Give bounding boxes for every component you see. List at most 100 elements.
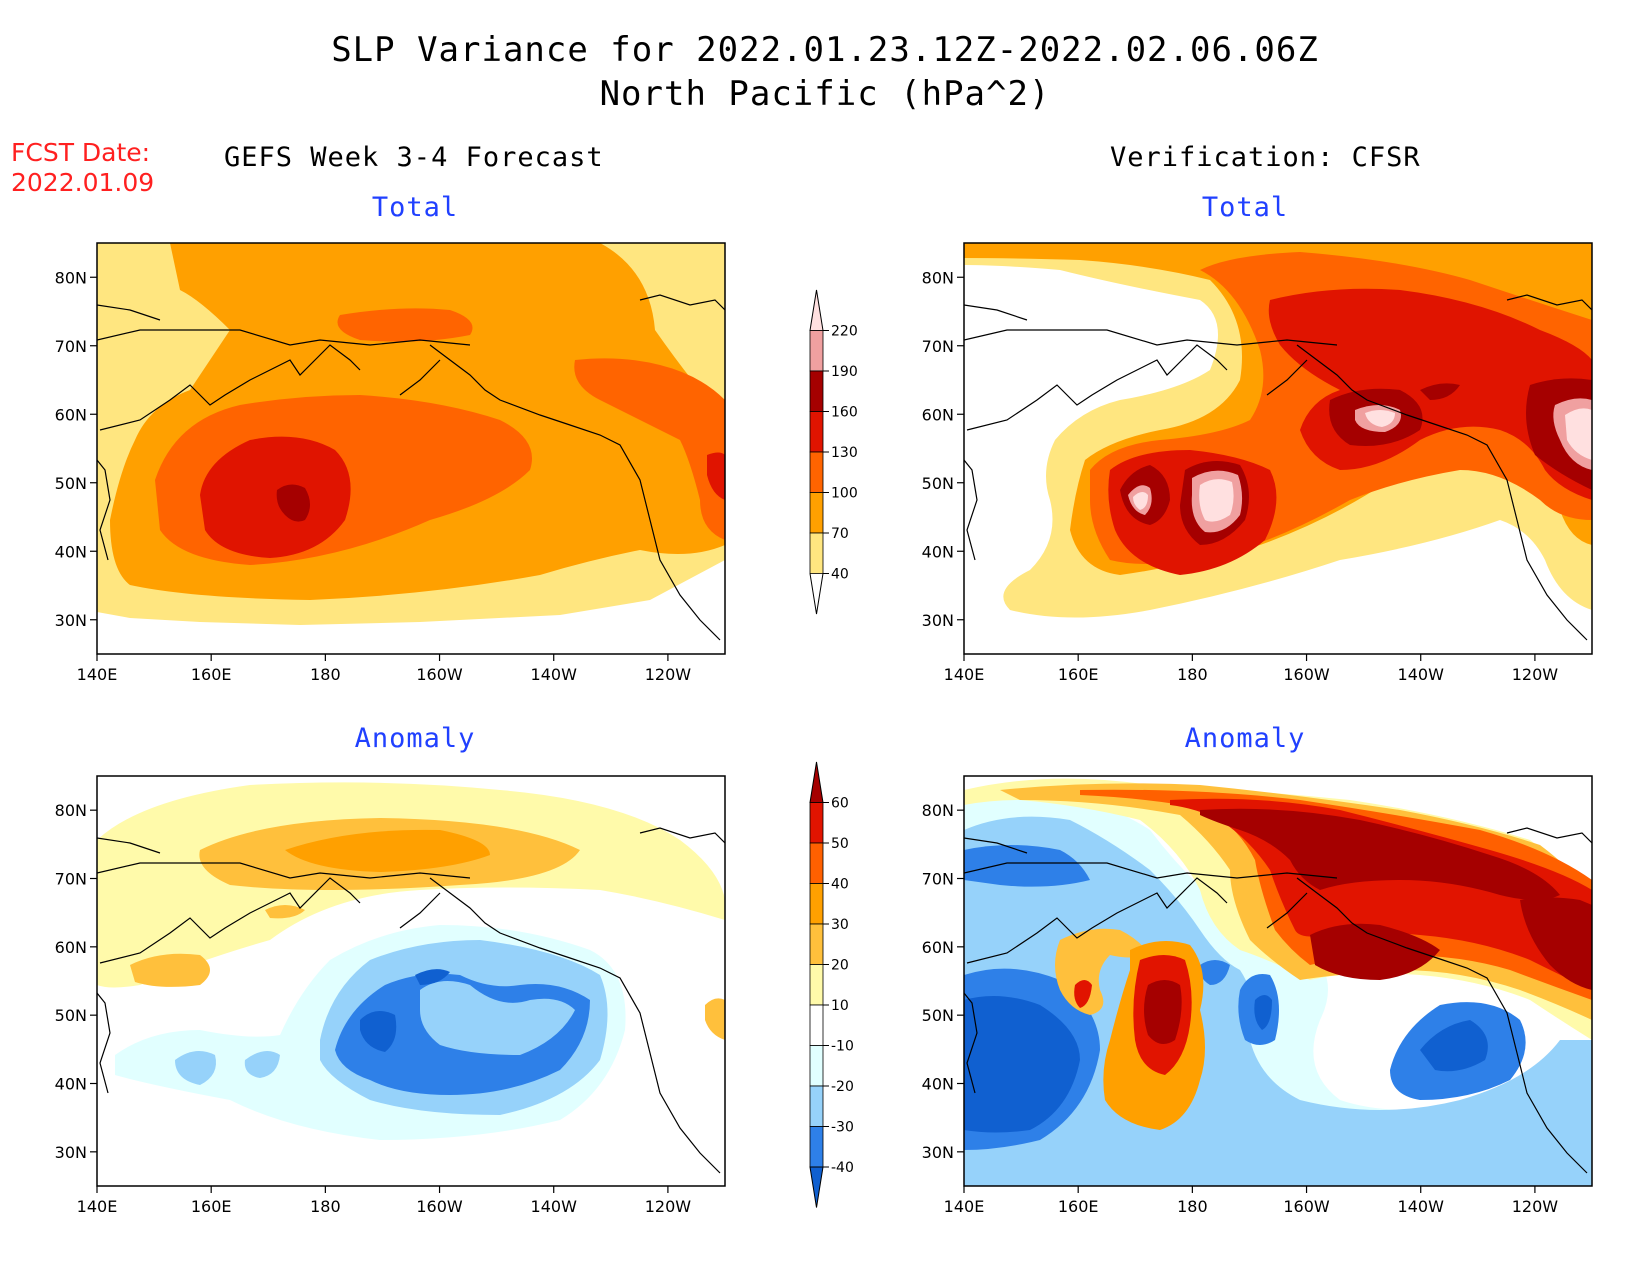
lon-tick-label: 140E <box>77 1197 118 1216</box>
colorbar-label: -10 <box>831 1039 854 1055</box>
colorbar-extend-max <box>809 289 824 331</box>
lat-tick-label: 60N <box>922 405 954 424</box>
colorbar-swatch <box>809 451 824 493</box>
colorbar-swatch <box>809 923 824 965</box>
colorbar-label: 60 <box>831 796 849 812</box>
chart-subtitle: North Pacific (hPa^2) <box>599 74 1051 114</box>
colorbar-extend-min <box>809 573 824 615</box>
lon-tick-label: 160W <box>1283 1197 1330 1216</box>
lat-tick-label: 30N <box>55 1143 87 1162</box>
lat-tick-label: 30N <box>922 611 954 630</box>
colorbar-swatch <box>809 370 824 412</box>
cfsr-total-axes: 140E 160E 180 160W 140W 120W 30N 40N 50N 60N 70N 80… <box>922 268 1559 684</box>
cfsr-anomaly-contours <box>964 776 1592 1186</box>
lon-tick-label: 160E <box>1058 665 1099 684</box>
colorbar-label: 100 <box>831 486 858 502</box>
lat-tick-label: 30N <box>55 611 87 630</box>
colorbar-label: -20 <box>831 1079 854 1095</box>
lon-tick-label: 160E <box>191 1197 232 1216</box>
lon-tick-label: 140W <box>1398 1197 1445 1216</box>
colorbar-swatch <box>809 802 824 844</box>
anomaly-colorbar: 60 50 40 30 20 10 -10 -20 -30 -40 <box>809 761 854 1208</box>
colorbar-swatch <box>809 842 824 884</box>
fcst-date-label: FCST Date: <box>11 138 151 167</box>
colorbar-label: -30 <box>831 1120 854 1136</box>
lon-tick-label: 180 <box>1177 665 1208 684</box>
lat-tick-label: 50N <box>55 474 87 493</box>
colorbar-swatch <box>809 1126 824 1168</box>
lat-tick-label: 60N <box>922 938 954 957</box>
colorbar-swatch <box>809 532 824 574</box>
colorbar-extend-min <box>809 1166 824 1208</box>
lat-tick-label: 30N <box>922 1143 954 1162</box>
cfsr-column-heading: Verification: CFSR <box>1110 142 1421 173</box>
cfsr-anomaly-map: 140E 160E 180 160W 140W 120W 30N 40N 50N 60N 70N 80… <box>922 775 1593 1216</box>
lat-tick-label: 80N <box>922 268 954 287</box>
lon-tick-label: 140E <box>77 665 118 684</box>
colorbar-label: 220 <box>831 324 858 340</box>
colorbar-extend-max <box>809 761 824 803</box>
colorbar-swatch <box>809 1085 824 1127</box>
colorbar-label: 10 <box>831 998 849 1014</box>
gefs-column-heading: GEFS Week 3-4 Forecast <box>224 142 604 173</box>
colorbar-label: 20 <box>831 958 849 974</box>
lon-tick-label: 120W <box>645 1197 692 1216</box>
colorbar-label: 130 <box>831 445 858 461</box>
lon-tick-label: 120W <box>645 665 692 684</box>
colorbar-label: -40 <box>831 1160 854 1176</box>
colorbar-swatch <box>809 964 824 1006</box>
cfsr-anomaly-axes: 140E 160E 180 160W 140W 120W 30N 40N 50N 60N 70N 80… <box>922 801 1559 1216</box>
lon-tick-label: 120W <box>1512 1197 1559 1216</box>
gefs-total-contours <box>97 243 725 654</box>
colorbar-label: 50 <box>831 836 849 852</box>
total-colorbar: 220 190 160 130 100 70 40 <box>809 289 858 615</box>
gefs-total-map: 140E 160E 180 160W 140W 120W 30N 40N 50N 60N 70N 80… <box>55 242 726 684</box>
colorbar-label: 70 <box>831 526 849 542</box>
lon-tick-label: 140W <box>1398 665 1445 684</box>
lat-tick-label: 40N <box>55 542 87 561</box>
lat-tick-label: 80N <box>55 801 87 820</box>
lon-tick-label: 140E <box>944 1197 985 1216</box>
lon-tick-label: 160W <box>416 1197 463 1216</box>
colorbar-label: 30 <box>831 917 849 933</box>
lat-tick-label: 60N <box>55 405 87 424</box>
lon-tick-label: 160E <box>191 665 232 684</box>
colorbar-swatch <box>809 411 824 453</box>
lon-tick-label: 160E <box>1058 1197 1099 1216</box>
lon-tick-label: 140E <box>944 665 985 684</box>
lon-tick-label: 120W <box>1512 665 1559 684</box>
cfsr-total-contours <box>964 243 1592 654</box>
cfsr-anomaly-title: Anomaly <box>1184 723 1306 754</box>
lon-tick-label: 160W <box>1283 665 1330 684</box>
lon-tick-label: 180 <box>1177 1197 1208 1216</box>
gefs-anomaly-title: Anomaly <box>354 723 476 754</box>
colorbar-swatch <box>809 492 824 534</box>
colorbar-swatch <box>809 1045 824 1087</box>
lat-tick-label: 50N <box>922 474 954 493</box>
lat-tick-label: 70N <box>922 870 954 889</box>
colorbar-swatch <box>809 883 824 925</box>
cfsr-total-title: Total <box>1201 192 1289 223</box>
lat-tick-label: 40N <box>922 542 954 561</box>
fcst-date-value: 2022.01.09 <box>11 168 155 197</box>
colorbar-swatch <box>809 1004 824 1046</box>
lat-tick-label: 80N <box>922 801 954 820</box>
chart-title: SLP Variance for 2022.01.23.12Z-2022.02.… <box>331 30 1319 70</box>
lat-tick-label: 70N <box>55 337 87 356</box>
lat-tick-label: 50N <box>55 1006 87 1025</box>
lat-tick-label: 40N <box>55 1075 87 1094</box>
lon-tick-label: 140W <box>531 1197 578 1216</box>
lon-tick-label: 160W <box>416 665 463 684</box>
gefs-total-axes: 140E 160E 180 160W 140W 120W 30N 40N 50N 60N 70N 80… <box>55 268 692 684</box>
lon-tick-label: 180 <box>310 1197 341 1216</box>
lat-tick-label: 50N <box>922 1006 954 1025</box>
gefs-anomaly-axes: 140E 160E 180 160W 140W 120W 30N 40N 50N 60N 70N 80… <box>55 801 692 1216</box>
lat-tick-label: 40N <box>922 1075 954 1094</box>
colorbar-label: 160 <box>831 405 858 421</box>
lat-tick-label: 60N <box>55 938 87 957</box>
colorbar-label: 40 <box>831 567 849 583</box>
gefs-anomaly-map: 140E 160E 180 160W 140W 120W 30N 40N 50N 60N 70N 80… <box>55 775 726 1216</box>
gefs-anomaly-contours <box>97 776 725 1186</box>
lat-tick-label: 70N <box>922 337 954 356</box>
